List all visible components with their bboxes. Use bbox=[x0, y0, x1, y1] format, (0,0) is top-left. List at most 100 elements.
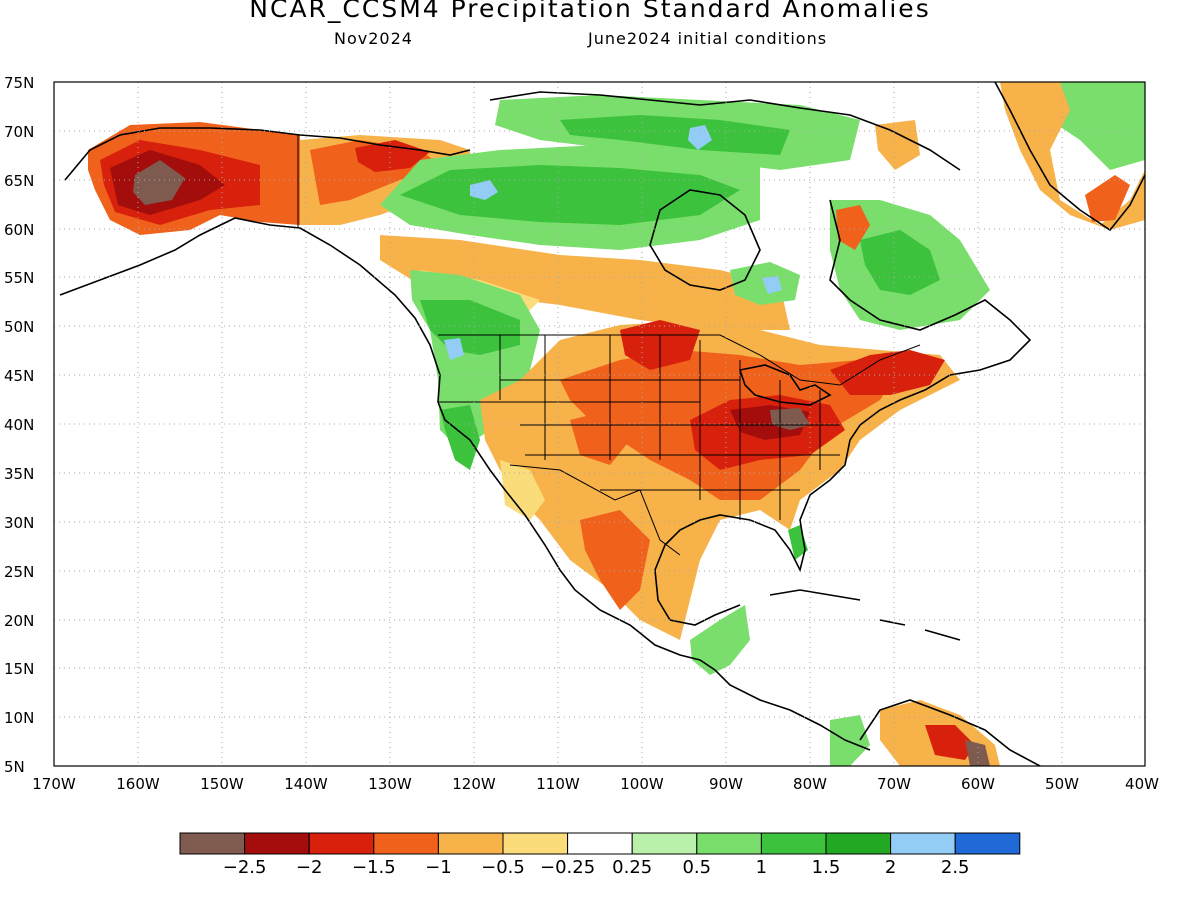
gridlines-lat bbox=[54, 130, 1145, 718]
colorbar-label: 0.25 bbox=[612, 857, 652, 878]
lat-tick-labels: 75N 70N 65N 60N 55N 50N 45N 40N 35N 30N … bbox=[4, 74, 34, 776]
colorbar-label: 0.5 bbox=[682, 857, 711, 878]
lat-tick-label: 70N bbox=[4, 123, 34, 141]
lat-tick-label: 20N bbox=[4, 612, 34, 630]
colorbar-swatch bbox=[502, 832, 569, 855]
lon-tick-label: 50W bbox=[1045, 775, 1079, 793]
lon-tick-label: 110W bbox=[536, 775, 580, 793]
colorbar-swatch bbox=[567, 832, 633, 855]
lat-tick-label: 10N bbox=[4, 709, 34, 727]
lon-tick-label: 100W bbox=[620, 775, 664, 793]
lon-tick-label: 170W bbox=[32, 775, 76, 793]
colorbar-swatch bbox=[308, 832, 375, 855]
anomaly-region-quebec-strong bbox=[860, 230, 940, 295]
anomaly-region-yukon-core bbox=[355, 140, 430, 172]
colorbar-label: −2 bbox=[296, 857, 323, 878]
lat-tick-label: 55N bbox=[4, 269, 34, 287]
anomaly-region-alaska-extreme bbox=[133, 160, 185, 205]
coastline-greenland bbox=[994, 82, 1145, 232]
anomaly-region-labrador-dry bbox=[836, 205, 870, 250]
coastline-great-lakes bbox=[738, 364, 832, 406]
lat-tick-label: 75N bbox=[4, 74, 34, 92]
lat-tick-label: 65N bbox=[4, 172, 34, 190]
lon-tick-label: 70W bbox=[877, 775, 911, 793]
colorbar-label: −1 bbox=[425, 857, 452, 878]
colorbar-label: 1 bbox=[756, 857, 767, 878]
colorbar-label: 2.5 bbox=[941, 857, 970, 878]
lon-tick-label: 80W bbox=[793, 775, 827, 793]
anomaly-region-mexico-dry bbox=[580, 510, 650, 610]
lat-tick-label: 25N bbox=[4, 563, 34, 581]
anomaly-field bbox=[88, 82, 1145, 766]
coastline-east-canada bbox=[654, 199, 1032, 626]
colorbar-label: 1.5 bbox=[812, 857, 841, 878]
anomaly-region-greenland-red bbox=[1085, 175, 1130, 222]
anomaly-region-arctic-wet bbox=[560, 115, 790, 155]
colorbar-swatch bbox=[890, 832, 956, 855]
boundary-us-mexico bbox=[509, 464, 681, 556]
lon-tick-label: 120W bbox=[452, 775, 496, 793]
anomaly-region-northeast-red bbox=[830, 350, 945, 395]
colorbar-label: −2.5 bbox=[223, 857, 267, 878]
colorbar-swatch bbox=[631, 832, 698, 855]
coastline-south-america bbox=[859, 699, 1041, 766]
coastline-alaska-north bbox=[64, 127, 471, 181]
lon-tick-label: 60W bbox=[961, 775, 995, 793]
lon-tick-labels: 170W 160W 150W 140W 130W 120W 110W 100W … bbox=[32, 775, 1159, 793]
boundary-us-canada bbox=[438, 334, 921, 386]
init-conditions-label: June2024 initial conditions bbox=[588, 29, 828, 48]
colorbar-label: 2 bbox=[885, 857, 896, 878]
anomaly-region-blue-spot-1 bbox=[470, 180, 498, 200]
colorbar-swatch bbox=[437, 832, 504, 855]
gridlines bbox=[54, 82, 1145, 766]
lon-tick-label: 130W bbox=[368, 775, 412, 793]
colorbar-swatch bbox=[760, 832, 827, 855]
lat-tick-label: 5N bbox=[4, 758, 25, 776]
lon-tick-label: 150W bbox=[200, 775, 244, 793]
boundaries bbox=[297, 135, 921, 556]
colorbar-swatch bbox=[244, 832, 310, 855]
anomaly-region-pnw-blue bbox=[444, 338, 464, 360]
map-frame bbox=[53, 81, 1146, 767]
anomaly-region-florida-wet bbox=[788, 525, 808, 560]
lon-tick-label: 160W bbox=[116, 775, 160, 793]
coastline-alaska bbox=[59, 217, 871, 751]
lat-tick-label: 40N bbox=[4, 416, 34, 434]
anomaly-region-california-wet bbox=[440, 405, 480, 470]
coastlines bbox=[59, 82, 1145, 766]
colorbar-label: −0.25 bbox=[540, 857, 595, 878]
lat-tick-label: 45N bbox=[4, 367, 34, 385]
lat-tick-label: 35N bbox=[4, 465, 34, 483]
lon-tick-label: 40W bbox=[1125, 775, 1159, 793]
anomaly-region-greenland-dry bbox=[1000, 82, 1145, 230]
lat-tick-label: 60N bbox=[4, 221, 34, 239]
colorbar-swatch bbox=[954, 832, 1021, 855]
coastline-caribbean bbox=[769, 589, 961, 641]
lat-tick-label: 30N bbox=[4, 514, 34, 532]
anomaly-region-venezuela-strong bbox=[925, 725, 975, 760]
colorbar-swatch bbox=[373, 832, 439, 855]
colorbar: −2.5 −2 −1.5 −1 −0.5 −0.25 0.25 0.5 1 1.5 2 2.5 bbox=[179, 832, 1021, 878]
colorbar-swatch bbox=[696, 832, 762, 855]
anomaly-region-panama-wet bbox=[830, 715, 870, 766]
boundary-states-ew bbox=[438, 379, 840, 491]
anomaly-region-hudson-blue bbox=[762, 276, 782, 294]
boundary-states-ns bbox=[499, 335, 821, 520]
valid-month-label: Nov2024 bbox=[334, 29, 413, 48]
colorbar-swatch bbox=[179, 832, 246, 855]
colorbar-swatch bbox=[825, 832, 892, 855]
lon-tick-label: 90W bbox=[709, 775, 743, 793]
colorbar-label: −0.5 bbox=[481, 857, 525, 878]
chart-title: NCAR_CCSM4 Precipitation Standard Anomal… bbox=[249, 0, 931, 23]
lat-tick-label: 50N bbox=[4, 318, 34, 336]
anomaly-region-southwest-light bbox=[500, 460, 545, 520]
lat-tick-label: 15N bbox=[4, 660, 34, 678]
anomaly-region-central-america bbox=[690, 605, 750, 675]
anomaly-region-central-canada bbox=[380, 235, 790, 330]
coastline-arctic-canada bbox=[489, 91, 961, 171]
lon-tick-label: 140W bbox=[284, 775, 328, 793]
colorbar-label: −1.5 bbox=[352, 857, 396, 878]
anomaly-region-baffin-dry bbox=[875, 120, 920, 170]
coastline-hudson-bay bbox=[649, 189, 761, 291]
